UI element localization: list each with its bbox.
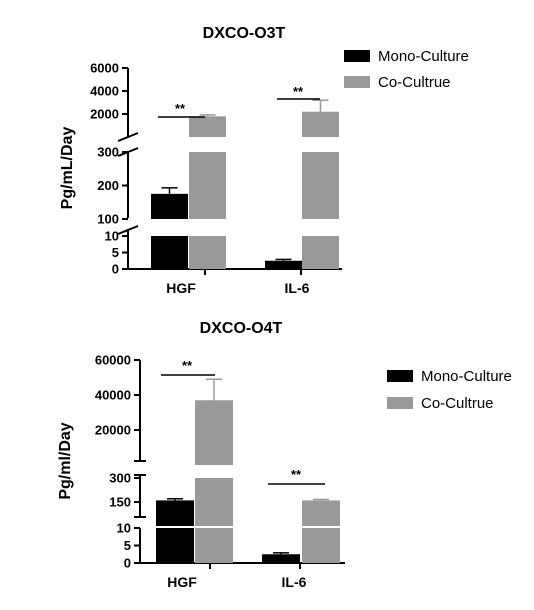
chart-1-significance-hgf: ** — [175, 101, 186, 116]
y-tick-label: 5 — [124, 538, 131, 553]
bar-co-cultrue-il6 — [302, 236, 339, 269]
bar-co-cultrue-hgf — [195, 400, 233, 465]
bar-mono-culture-il6 — [262, 554, 300, 563]
chart-1-legend: Mono-Culture Co-Cultrue — [344, 48, 469, 91]
chart-2-significance: ** ** — [161, 358, 325, 485]
y-tick-label: 100 — [97, 212, 119, 227]
bar-mono-culture-hgf — [156, 500, 194, 526]
bar-co-cultrue-hgf — [189, 152, 226, 219]
y-tick-label: 0 — [112, 262, 119, 277]
chart-2-legend: Mono-Culture Co-Cultrue — [387, 368, 512, 412]
y-tick-label: 300 — [109, 471, 131, 486]
chart-2-legend-label-mono: Mono-Culture — [421, 368, 512, 385]
y-tick-label: 40000 — [95, 388, 131, 403]
chart-1-axis-break-mark — [117, 225, 139, 235]
bar-mono-culture-hgf — [151, 193, 188, 219]
chart-1-y-axis-label: Pg/mL/Day — [59, 127, 76, 210]
bar-mono-culture-hgf — [151, 236, 188, 269]
chart-2-legend-swatch-mono — [387, 370, 413, 382]
bar-co-cultrue-il6 — [302, 528, 340, 563]
chart-1-legend-swatch-mono — [344, 50, 370, 62]
bar-co-cultrue-il6 — [302, 152, 339, 219]
y-tick-label: 150 — [109, 495, 131, 510]
bar-co-cultrue-hgf — [195, 478, 233, 526]
y-tick-label: 2000 — [90, 107, 119, 122]
chart-2-error-bars — [167, 378, 329, 555]
chart-2-bars — [156, 400, 340, 563]
chart-1-axis-break-mark — [117, 132, 139, 142]
chart-2-legend-swatch-co — [387, 397, 413, 409]
chart-1-legend-label-co: Co-Cultrue — [378, 74, 451, 91]
y-tick-label: 6000 — [90, 61, 119, 76]
chart-2-y-ticks: 0 5 10 150 300 20000 40000 60000 — [95, 353, 140, 571]
y-tick-label: 10 — [105, 229, 119, 244]
y-tick-label: 60000 — [95, 353, 131, 368]
bar-mono-culture-hgf — [156, 528, 194, 563]
chart-1-error-bars — [161, 99, 329, 261]
chart-1-title: DXCO-O3T — [203, 25, 286, 42]
y-tick-label: 4000 — [90, 84, 119, 99]
chart-1-significance: ** ** — [158, 84, 320, 118]
y-tick-label: 10 — [117, 521, 131, 536]
chart-2-title: DXCO-O4T — [200, 320, 283, 337]
bar-co-cultrue-il6 — [302, 500, 340, 526]
chart-1-bars — [151, 111, 339, 269]
bar-co-cultrue-hgf — [195, 528, 233, 563]
chart-1-legend-swatch-co — [344, 76, 370, 88]
chart-2-category-label: HGF — [167, 574, 197, 590]
chart-1-category-label: HGF — [166, 280, 196, 296]
chart-2-y-axis-label: Pg/ml/Day — [57, 422, 74, 499]
y-tick-label: 300 — [97, 145, 119, 160]
chart-1-category-label: IL-6 — [285, 280, 310, 296]
bar-mono-culture-il6 — [265, 260, 302, 269]
chart-2-legend-label-co: Co-Cultrue — [421, 395, 494, 412]
chart-2-significance-il6: ** — [291, 467, 302, 482]
chart-1-legend-label-mono: Mono-Culture — [378, 48, 469, 65]
y-tick-label: 200 — [97, 178, 119, 193]
chart-2: DXCO-O4T Pg/ml/Day 0 5 10 150 300 20000 40000 6… — [57, 320, 512, 590]
chart-2-significance-hgf: ** — [182, 358, 193, 373]
bar-co-cultrue-hgf — [189, 236, 226, 269]
chart-1-significance-il6: ** — [293, 84, 304, 99]
y-tick-label: 20000 — [95, 423, 131, 438]
y-tick-label: 0 — [124, 556, 131, 571]
chart-1-y-ticks: 0 510 100 200 300 2000 4000 6000 — [90, 61, 128, 277]
bar-co-cultrue-il6 — [302, 111, 339, 137]
chart-2-category-label: IL-6 — [282, 574, 307, 590]
chart-1: DXCO-O3T Pg/mL/Day 0 510 100 200 300 2000 4000… — [59, 25, 469, 296]
y-tick-label: 5 — [112, 245, 119, 260]
bar-co-cultrue-hgf — [189, 116, 226, 137]
